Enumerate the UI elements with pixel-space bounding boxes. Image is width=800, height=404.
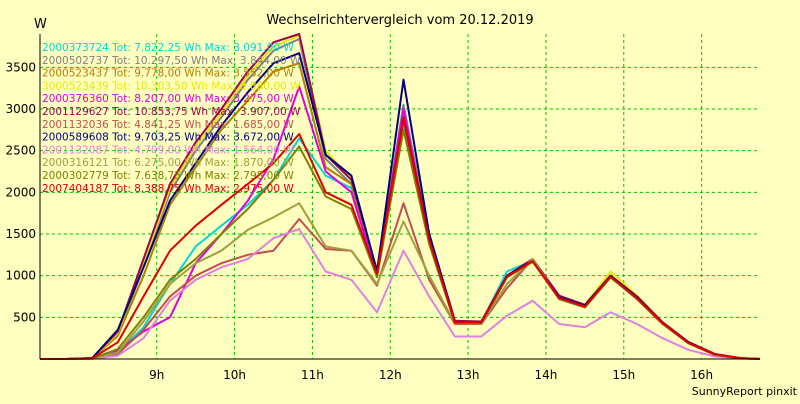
x-tick-label: 14h <box>535 368 558 382</box>
y-tick-label: 2500 <box>5 144 36 158</box>
legend-entry: 2000502737 Tot: 10.297,50 Wh Max: 3.844,… <box>42 55 301 67</box>
series-line <box>40 118 761 360</box>
series-lines <box>40 33 761 360</box>
x-tick-label: 13h <box>457 368 480 382</box>
legend: 2000373724 Tot: 7.822,25 Wh Max: 3.091,0… <box>42 42 301 195</box>
legend-entry: 2000373724 Tot: 7.822,25 Wh Max: 3.091,0… <box>42 42 294 54</box>
legend-entry: 2000316121 Tot: 6.275,00 Wh Max: 1.870,0… <box>42 157 294 169</box>
legend-entry: 3000523439 Tot: 10.303,50 Wh Max: 3.880,… <box>42 80 301 92</box>
y-tick-label: 1500 <box>5 227 36 241</box>
y-axis-label: W <box>34 17 47 32</box>
x-tick-label: 10h <box>223 368 246 382</box>
y-tick-label: 2000 <box>5 185 36 199</box>
legend-entry: 2000523437 Tot: 9.778,00 Wh Max: 3.552,0… <box>42 68 294 80</box>
x-tick-label: 12h <box>379 368 402 382</box>
y-tick-label: 1000 <box>5 269 36 283</box>
legend-entry: 2000302779 Tot: 7.638,75 Wh Max: 2.798,0… <box>42 170 294 182</box>
plot-area <box>40 34 760 359</box>
y-tick-label: 3000 <box>5 102 36 116</box>
x-tick-label: 11h <box>301 368 324 382</box>
y-tick-label: 3500 <box>5 60 36 74</box>
footer-credit: SunnyReport pinxit <box>692 385 798 398</box>
x-tick-label: 15h <box>612 368 635 382</box>
legend-entry: 2000589608 Tot: 9.703,25 Wh Max: 3.672,0… <box>42 132 294 144</box>
x-tick-labels: 9h 10h 11h 12h 13h 14h 15h 16h <box>149 368 713 382</box>
y-tick-labels: 500 1000 1500 2000 2500 3000 3500 <box>5 60 36 324</box>
x-tick-label: 16h <box>690 368 713 382</box>
legend-entry: 2000376360 Tot: 8.207,00 Wh Max: 3.275,0… <box>42 93 294 105</box>
chart-title: Wechselrichtervergleich vom 20.12.2019 <box>266 13 533 28</box>
series-line <box>40 228 761 360</box>
legend-entry: 2001132087 Tot: 4.709,00 Wh Max: 1.564,0… <box>42 144 294 156</box>
y-tick-label: 500 <box>13 310 36 324</box>
legend-entry: 2001129627 Tot: 10.853,75 Wh Max: 3.907,… <box>42 106 301 118</box>
legend-entry: 2001132036 Tot: 4.841,25 Wh Max: 1.685,0… <box>42 119 294 131</box>
x-tick-label: 9h <box>149 368 164 382</box>
legend-entry: 2007404187 Tot: 8.388,75 Wh Max: 2.975,0… <box>42 183 294 195</box>
